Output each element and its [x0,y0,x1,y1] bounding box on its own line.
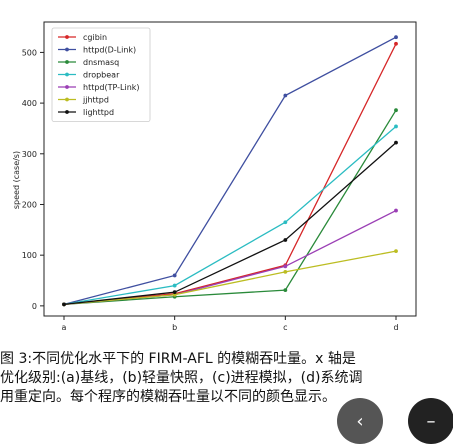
legend-item: dropbear [58,71,120,80]
line-chart: 0 100 200 300 400 500 a b c d speed (case/s) cgi… [12,21,417,332]
legend-label: httpd(D-Link) [83,46,136,55]
data-point [394,41,398,46]
data-point [283,93,288,98]
caption-line-3: 用重定向。每个程序的模糊吞吐量以不同的颜色显示。 [0,389,336,405]
data-point [394,124,398,129]
plot-frame [43,21,417,317]
legend-item: lighttpd [58,108,114,117]
caption-line-2: 优化级别:(a)基线，(b)轻量快照，(c)进程模拟，(d)系统调 [0,370,363,386]
series-line [63,142,397,305]
data-point [283,288,288,293]
legend-label: httpd(TP-Link) [83,83,140,92]
plot-border [43,21,417,317]
series-line [63,109,397,305]
legend-box [51,27,151,122]
y-tick-label: 300 [22,150,37,159]
y-tick-label: 500 [22,48,37,57]
legend-marker [65,35,69,39]
series-line [63,36,397,305]
series-line [63,125,397,305]
series-layer [62,35,398,307]
data-point [283,220,288,225]
legend-item: httpd(TP-Link) [58,83,140,92]
data-point [394,208,398,213]
x-tick-label: c [283,323,287,332]
previous-page-button[interactable]: ‹ [337,398,383,444]
x-tick-label: d [393,323,398,332]
data-point [62,302,66,307]
legend-marker [65,47,69,52]
legend-item: dnsmasq [58,58,119,67]
data-point [394,35,398,40]
data-point [283,270,288,274]
y-axis-label: speed (case/s) [12,151,21,209]
data-point [394,140,398,145]
legend-marker [65,110,69,114]
data-point [172,283,177,288]
legend-label: cgibin [83,33,107,42]
series-line [63,250,397,305]
data-point [283,238,288,242]
data-point [172,273,177,278]
legend-label: jjhttpd [82,96,109,105]
x-tick-label: a [62,323,67,332]
legend-marker [65,72,69,77]
series-2 [62,108,398,307]
caption-line-1: 图 3:不同优化水平下的 FIRM-AFL 的模糊吞吐量。x 轴是 [0,351,356,367]
series-6 [62,140,398,307]
legend-item: httpd(D-Link) [58,46,136,55]
series-5 [62,249,398,307]
data-point [283,264,288,269]
legend-label: dnsmasq [83,58,119,67]
minus-icon: – [426,410,436,432]
y-tick-label: 400 [22,99,37,108]
y-tick-label: 0 [32,302,37,311]
y-tick-label: 100 [22,251,37,260]
series-line [63,209,397,305]
data-point [394,108,398,113]
minimize-button[interactable]: – [408,398,453,444]
legend-marker [65,85,69,89]
legend-marker [65,97,69,102]
data-point [394,249,398,254]
legend-label: lighttpd [83,108,114,117]
chevron-left-icon: ‹ [356,410,364,432]
legend: cgibin httpd(D-Link) dnsmasq dropbear httpd(… [51,27,151,122]
figure-caption: 图 3:不同优化水平下的 FIRM-AFL 的模糊吞吐量。x 轴是 优化级别:(… [0,350,441,407]
legend-label: dropbear [83,71,120,80]
x-tick-label: b [172,323,177,332]
legend-marker [65,60,69,64]
x-axis-ticks: a b c d [62,316,399,332]
y-axis-ticks: 0 100 200 300 400 500 [22,48,44,311]
data-point [172,290,177,295]
legend-item: cgibin [58,33,107,42]
legend-item: jjhttpd [58,96,109,105]
y-tick-label: 200 [22,200,37,209]
